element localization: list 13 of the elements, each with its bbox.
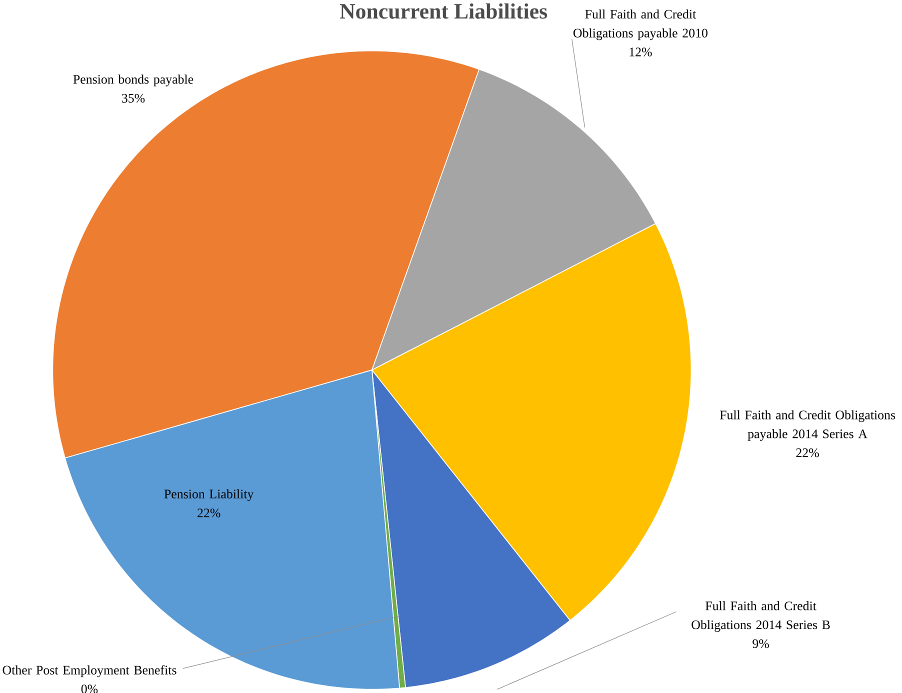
slice-label: Pension bonds payable [73,74,194,86]
data-label: 35% [122,94,145,102]
data-label: 9% [752,639,769,648]
chart-title: Noncurrent Liabilities [340,3,548,19]
data-label: 12% [630,47,652,56]
slice-label: Full Faith and Credit Obligations payable 2014 Series A [720,410,896,441]
slice-label: Full Faith and Credit Obligations 2014 Series B [692,600,830,632]
slice-label: Pension Liability [164,489,254,501]
data-label: 0% [81,684,98,693]
data-label: 22% [198,508,220,518]
data-label: 22% [796,448,819,457]
slice-label: Other Post Employment Benefits [2,665,176,677]
slice-label: Full Faith and Credit Obligations payable 2010 [573,9,708,40]
